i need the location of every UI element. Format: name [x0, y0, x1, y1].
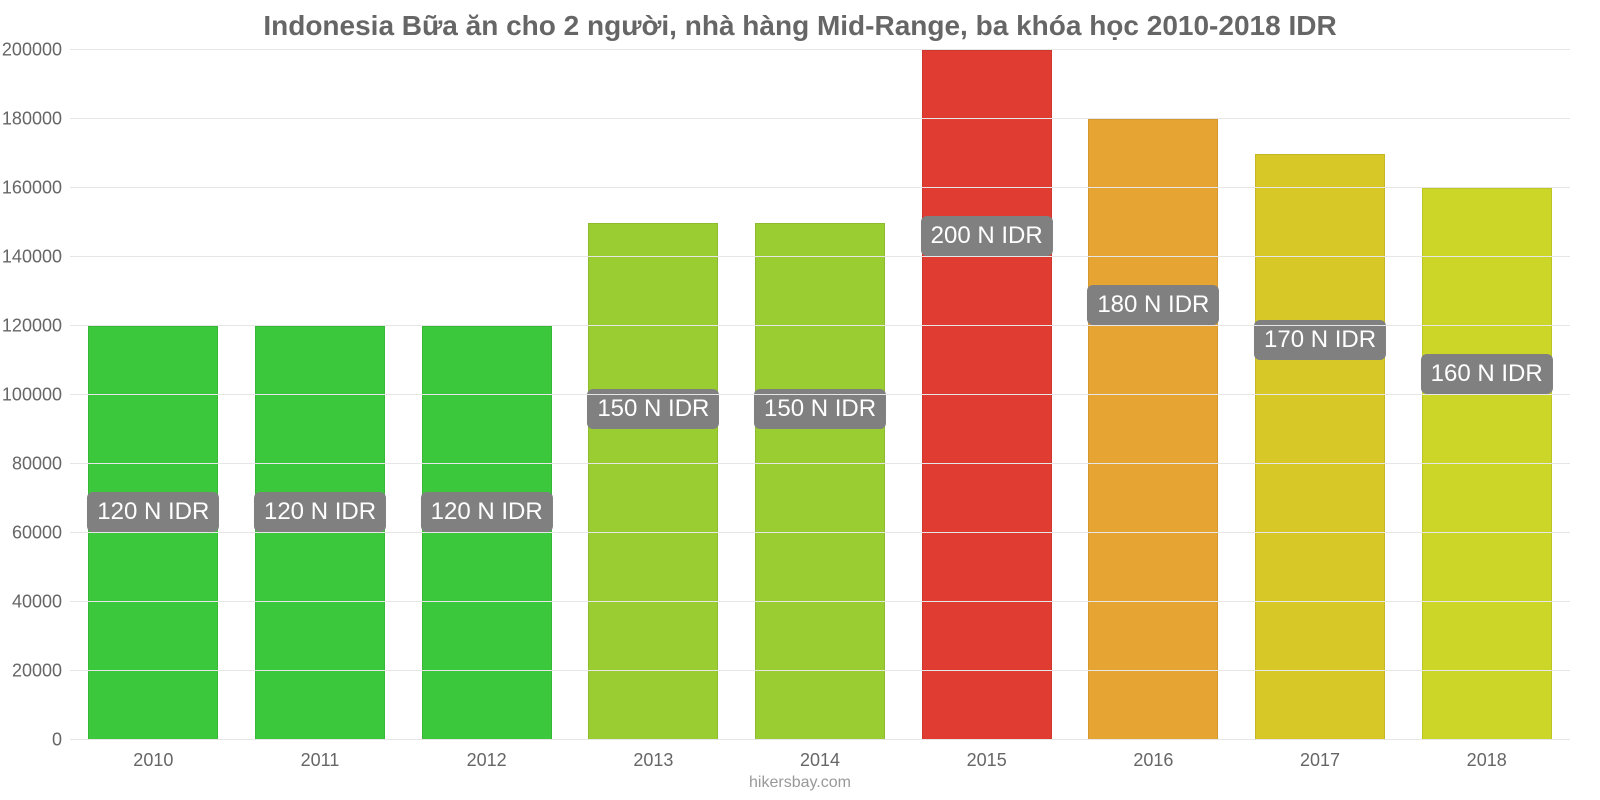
bar-slot: 160 N IDR2018 — [1403, 50, 1570, 740]
x-tick-label: 2011 — [301, 740, 340, 771]
bar — [922, 50, 1052, 740]
y-tick-label: 180000 — [2, 109, 70, 130]
y-tick-label: 40000 — [12, 592, 70, 613]
bar-value-label: 200 N IDR — [921, 216, 1053, 256]
gridline — [70, 118, 1570, 119]
bar-slot: 120 N IDR2011 — [237, 50, 404, 740]
gridline — [70, 463, 1570, 464]
x-tick-label: 2013 — [633, 740, 673, 771]
bar-slot: 200 N IDR2015 — [903, 50, 1070, 740]
gridline — [70, 49, 1570, 50]
bar-slot: 150 N IDR2014 — [737, 50, 904, 740]
gridline — [70, 670, 1570, 671]
bar-value-label: 120 N IDR — [421, 492, 553, 532]
bar-slot: 120 N IDR2010 — [70, 50, 237, 740]
bar-slot: 150 N IDR2013 — [570, 50, 737, 740]
source-attribution: hikersbay.com — [749, 774, 851, 792]
bar-value-label: 120 N IDR — [254, 492, 386, 532]
bars-container: 120 N IDR2010120 N IDR2011120 N IDR20121… — [70, 50, 1570, 740]
gridline — [70, 325, 1570, 326]
chart-title: Indonesia Bữa ăn cho 2 người, nhà hàng M… — [0, 0, 1600, 42]
y-tick-label: 200000 — [2, 40, 70, 61]
x-tick-label: 2018 — [1467, 740, 1507, 771]
bar — [88, 326, 218, 740]
gridline — [70, 394, 1570, 395]
y-tick-label: 160000 — [2, 178, 70, 199]
bar — [1422, 188, 1552, 740]
x-tick-label: 2015 — [967, 740, 1007, 771]
gridline — [70, 187, 1570, 188]
bar-slot: 170 N IDR2017 — [1237, 50, 1404, 740]
x-tick-label: 2016 — [1133, 740, 1173, 771]
gridline — [70, 739, 1570, 740]
bar-slot: 180 N IDR2016 — [1070, 50, 1237, 740]
bar-value-label: 160 N IDR — [1421, 354, 1553, 394]
bar — [422, 326, 552, 740]
x-tick-label: 2017 — [1300, 740, 1340, 771]
bar — [255, 326, 385, 740]
bar — [755, 223, 885, 741]
gridline — [70, 532, 1570, 533]
x-tick-label: 2010 — [133, 740, 173, 771]
bar — [588, 223, 718, 741]
bar-slot: 120 N IDR2012 — [403, 50, 570, 740]
y-tick-label: 20000 — [12, 661, 70, 682]
y-tick-label: 80000 — [12, 454, 70, 475]
plot-region: 120 N IDR2010120 N IDR2011120 N IDR20121… — [70, 50, 1570, 740]
x-tick-label: 2014 — [800, 740, 840, 771]
bar — [1088, 119, 1218, 740]
y-tick-label: 60000 — [12, 523, 70, 544]
bar-value-label: 120 N IDR — [87, 492, 219, 532]
gridline — [70, 601, 1570, 602]
x-tick-label: 2012 — [467, 740, 507, 771]
chart-area: 120 N IDR2010120 N IDR2011120 N IDR20121… — [70, 50, 1570, 740]
gridline — [70, 256, 1570, 257]
y-tick-label: 140000 — [2, 247, 70, 268]
bar — [1255, 154, 1385, 741]
bar-value-label: 180 N IDR — [1087, 285, 1219, 325]
y-tick-label: 0 — [52, 730, 70, 751]
y-tick-label: 100000 — [2, 385, 70, 406]
y-tick-label: 120000 — [2, 316, 70, 337]
